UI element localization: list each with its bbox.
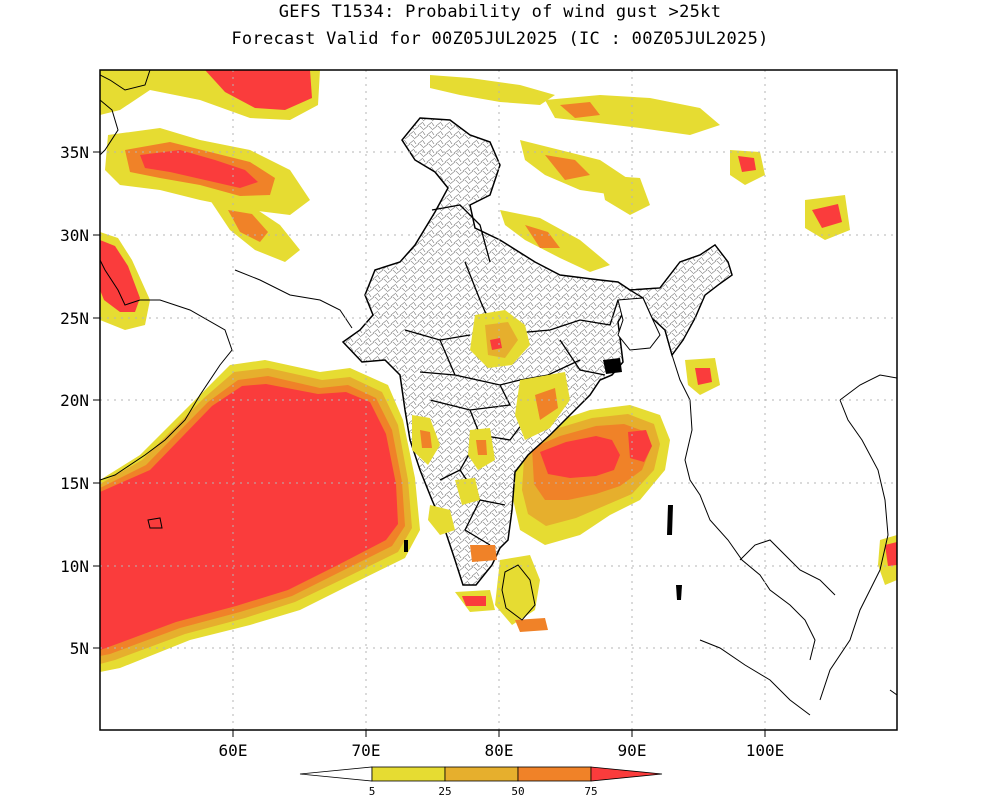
map-subtitle: Forecast Valid for 00Z05JUL2025 (IC : 00…	[231, 29, 769, 49]
lon-label: 70E	[352, 741, 381, 760]
lat-label: 10N	[60, 557, 89, 576]
colorbar-segment	[371, 766, 446, 782]
lon-label: 60E	[219, 741, 248, 760]
map-title: GEFS T1534: Probability of wind gust >25…	[278, 2, 722, 22]
arabia-prob-field	[100, 70, 320, 330]
northern-scattered-patches	[105, 75, 897, 585]
colorbar-low-triangle	[299, 766, 373, 782]
colorbar-tick-label: 25	[438, 785, 451, 798]
colorbar-segment	[517, 766, 592, 782]
arabian-sea-prob-field	[100, 360, 420, 672]
colorbar-tick-label: 75	[584, 785, 597, 798]
india-landmass	[341, 117, 733, 586]
lon-label: 100E	[746, 741, 785, 760]
axis-ticks	[93, 151, 766, 737]
lat-label: 15N	[60, 474, 89, 493]
lat-label: 5N	[70, 639, 89, 658]
colorbar: 5 25 50 75	[299, 766, 663, 798]
coastlines	[100, 70, 897, 716]
andaman-islands	[404, 505, 682, 600]
lat-label: 30N	[60, 226, 89, 245]
colorbar-high-triangle	[590, 766, 663, 782]
india-prob-patches	[412, 310, 570, 562]
lat-label: 25N	[60, 309, 89, 328]
lat-label: 35N	[60, 143, 89, 162]
map-area	[100, 70, 897, 730]
grid-lines	[100, 70, 897, 730]
colorbar-tick-label: 5	[369, 785, 376, 798]
lat-label: 20N	[60, 391, 89, 410]
colorbar-tick-label: 50	[511, 785, 524, 798]
bay-of-bengal-prob-field	[512, 405, 670, 545]
lon-label: 90E	[618, 741, 647, 760]
lon-label: 80E	[485, 741, 514, 760]
colorbar-segment	[444, 766, 519, 782]
